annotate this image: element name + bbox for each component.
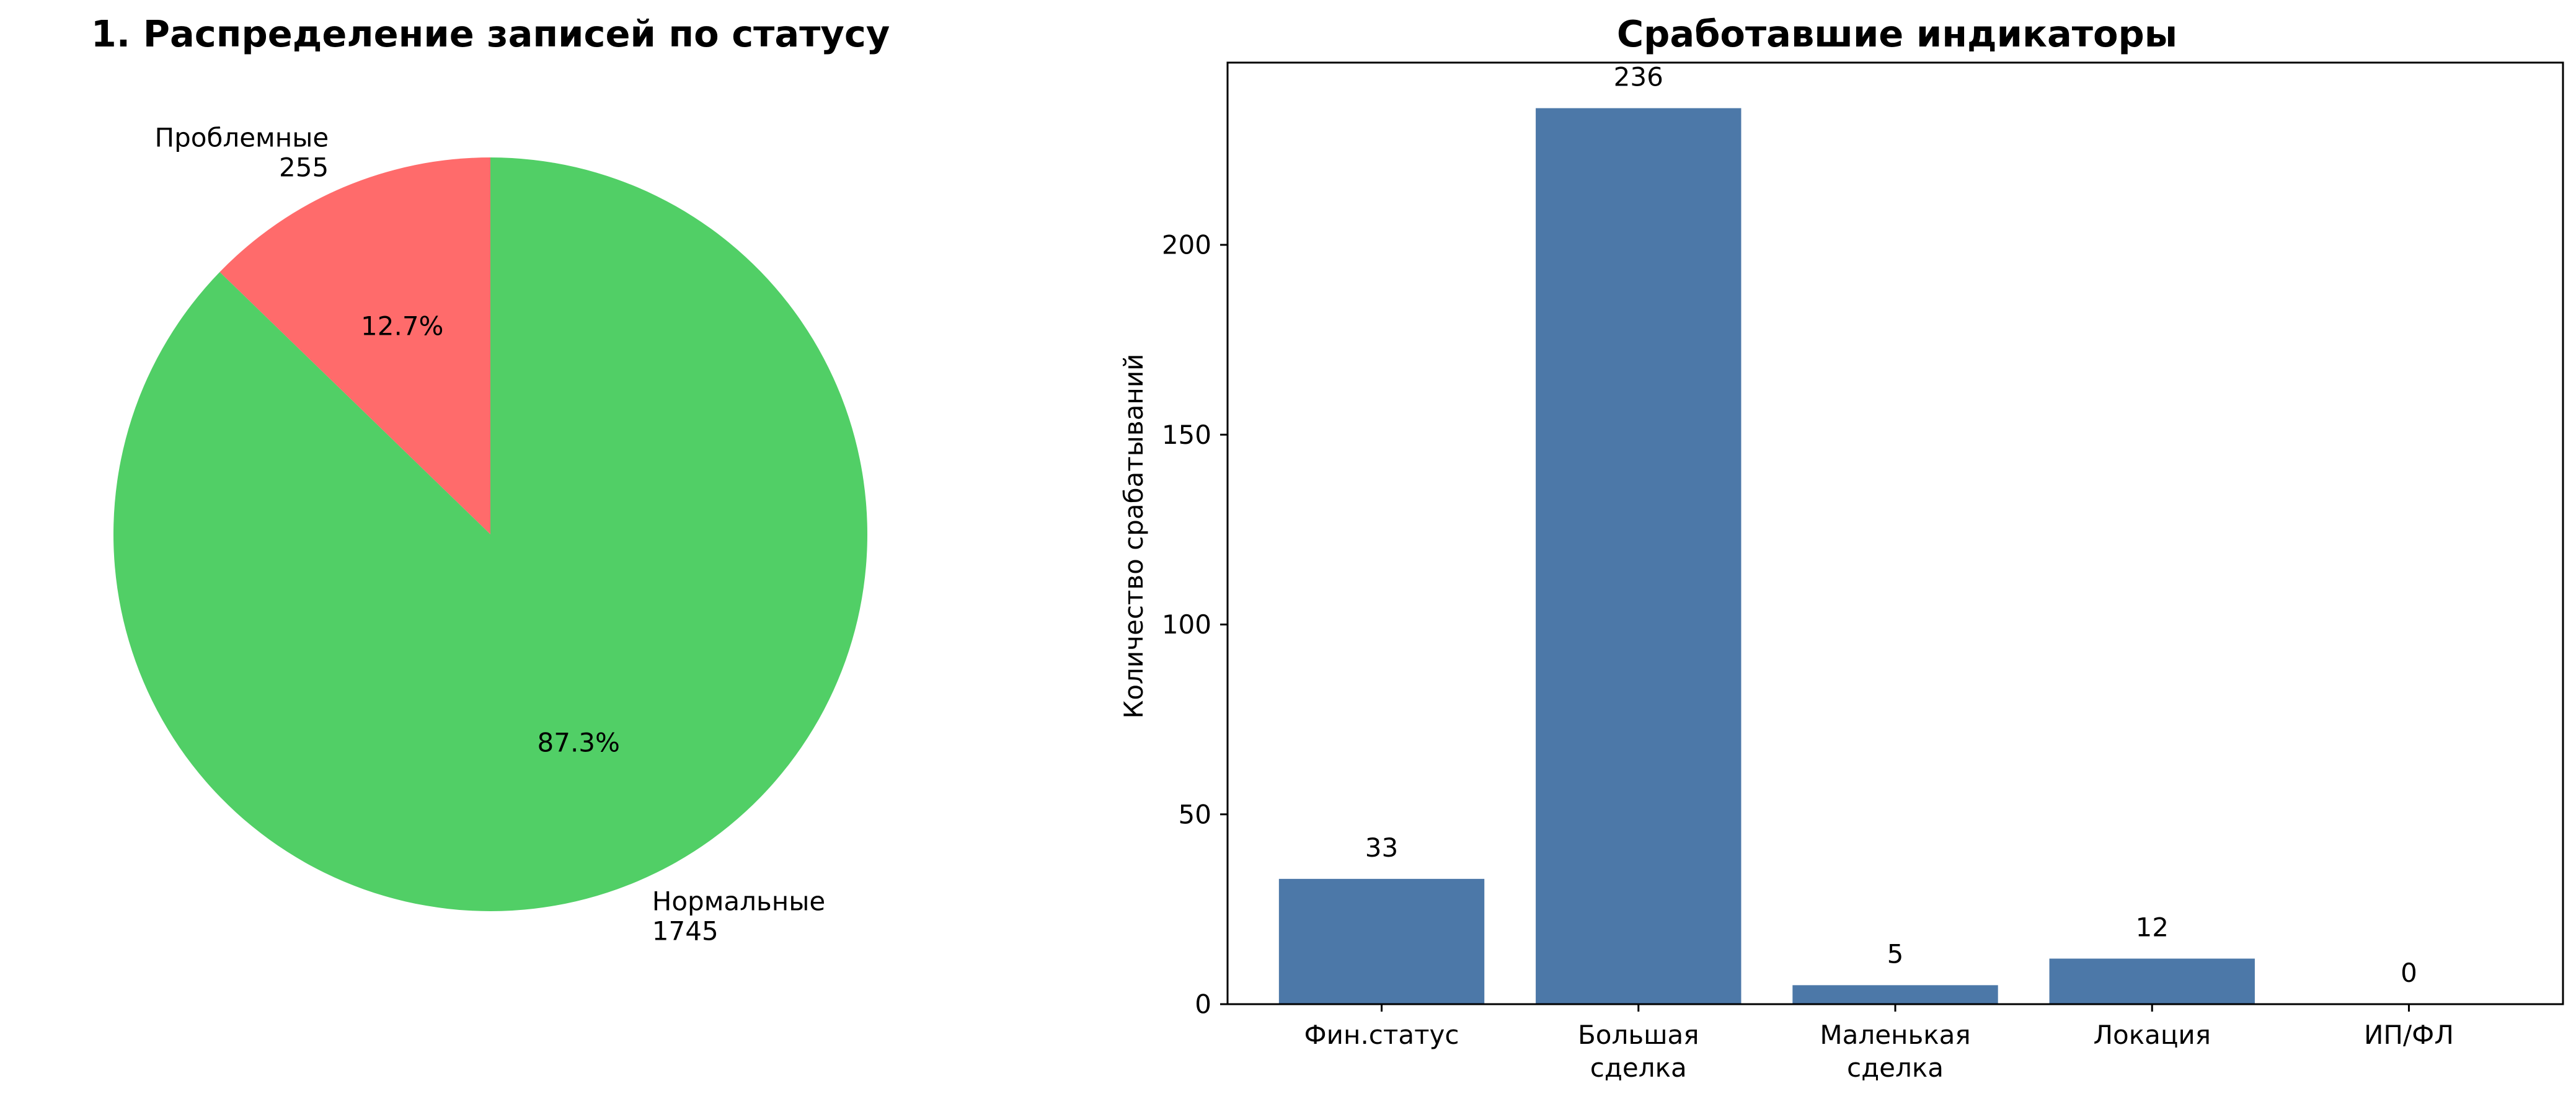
y-tick-label-4: 200 xyxy=(1162,230,1211,260)
bar-3 xyxy=(2049,958,2255,1004)
pie-percent-label-1: 87.3% xyxy=(538,727,620,757)
bar-1 xyxy=(1536,108,1742,1004)
x-tick-label-4: ИП/ФЛ xyxy=(2364,1020,2454,1050)
pie-chart: 1. Распределение записей по статусу 12.7… xyxy=(91,12,890,946)
bar-value-label-0: 33 xyxy=(1365,832,1398,863)
pie-labels: 12.7% Проблемные 255 87.3% Нормальные 1745 xyxy=(155,123,826,947)
y-tick-label-1: 50 xyxy=(1179,799,1211,829)
plot-frame xyxy=(1226,61,2564,1005)
y-tick-label-0: 0 xyxy=(1195,989,1211,1020)
bar-2 xyxy=(1792,985,1998,1004)
x-tick-label-2: Маленькая сделка xyxy=(1820,1020,1970,1083)
x-tick-label-0: Фин.статус xyxy=(1304,1020,1459,1050)
bar-value-label-1: 236 xyxy=(1614,62,1663,92)
pie-percent-label-0: 12.7% xyxy=(361,311,443,342)
y-axis-label: Количество срабатываний xyxy=(1118,354,1149,719)
pie-slice-0 xyxy=(219,157,490,534)
x-tick-label-1: Большая сделка xyxy=(1578,1020,1699,1083)
bar-0 xyxy=(1278,878,1485,1004)
y-tick-label-2: 100 xyxy=(1162,609,1211,640)
bar-value-label-3: 12 xyxy=(2136,912,2169,943)
x-tick-label-3: Локация xyxy=(2093,1020,2211,1050)
y-tick-label-3: 150 xyxy=(1162,420,1211,450)
bar-value-label-2: 5 xyxy=(1887,938,1904,969)
pie-slices xyxy=(113,157,867,912)
bar-chart-title: Сработавшие индикаторы xyxy=(1617,12,2177,55)
axis-ticks: Фин.статус Большая сделка Маленькая сделка Ло… xyxy=(1162,230,2454,1084)
bar-chart: Сработавшие индикаторы Количество срабат… xyxy=(1118,12,2564,1084)
pie-slice-label-1: Нормальные 1745 xyxy=(652,886,825,946)
pie-chart-title: 1. Распределение записей по статусу xyxy=(91,12,890,55)
bar-series: 33 236 5 12 0 xyxy=(1278,62,2417,1004)
pie-slice-label-0: Проблемные 255 xyxy=(155,123,329,183)
bar-value-label-4: 0 xyxy=(2401,958,2417,988)
pie-slice-1 xyxy=(113,157,867,912)
